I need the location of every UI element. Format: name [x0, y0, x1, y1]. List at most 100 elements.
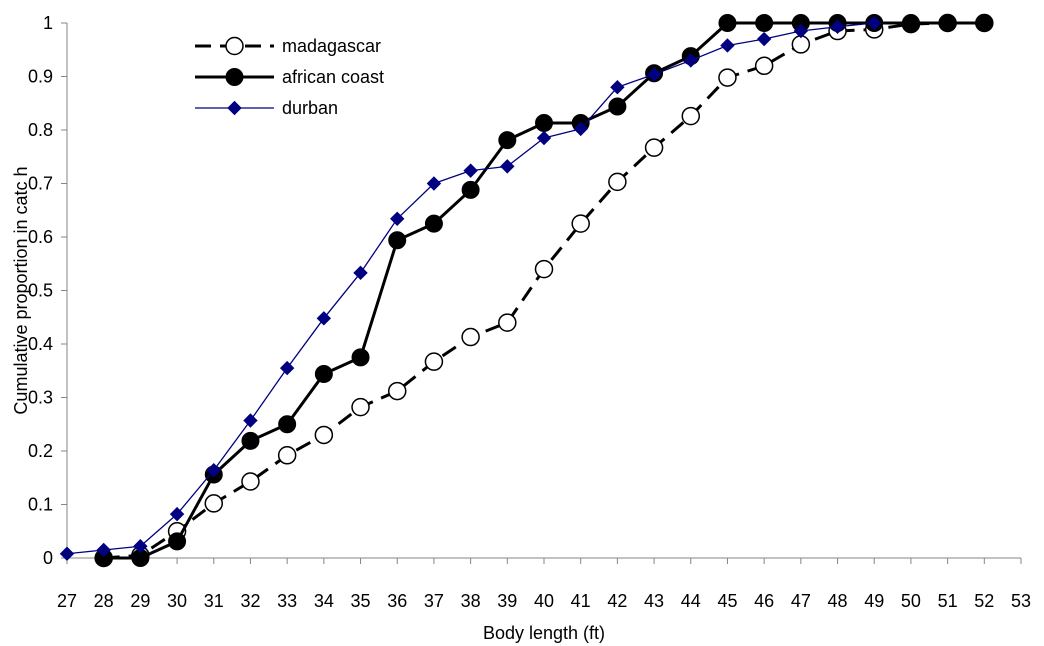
data-point	[243, 413, 258, 428]
x-tick-label: 27	[57, 591, 77, 611]
x-tick-label: 49	[864, 591, 884, 611]
data-point	[718, 68, 737, 87]
data-point	[96, 542, 111, 558]
data-point	[241, 472, 260, 491]
data-point	[204, 494, 224, 513]
data-point	[791, 35, 811, 54]
data-point	[424, 352, 444, 371]
data-point	[498, 131, 517, 150]
data-point	[388, 231, 407, 250]
data-point	[755, 14, 774, 32]
data-point	[461, 327, 480, 347]
x-tick-label: 53	[1011, 591, 1031, 611]
data-point	[718, 14, 737, 32]
y-tick-label: 0.4	[28, 334, 53, 354]
y-tick-label: 0.2	[28, 441, 53, 461]
x-tick-label: 52	[974, 591, 994, 611]
data-point	[720, 38, 735, 53]
x-axis-title: Body length (ft)	[483, 623, 605, 643]
y-tick-label: 0.9	[28, 67, 53, 87]
series-african-coast	[94, 14, 994, 567]
legend-marker	[225, 68, 244, 86]
legend-entry: madagascar	[195, 36, 381, 56]
legend-marker	[227, 100, 242, 116]
data-point	[387, 381, 407, 401]
y-tick-label: 0.8	[28, 120, 53, 140]
legend: madagascar african coast durban	[195, 36, 384, 118]
x-tick-label: 51	[938, 591, 958, 611]
x-tick-label: 39	[497, 591, 517, 611]
data-point	[426, 176, 442, 191]
data-point	[279, 360, 295, 376]
data-point	[608, 97, 627, 116]
data-point	[498, 313, 517, 332]
data-point	[756, 31, 772, 47]
data-point	[353, 265, 368, 281]
data-point	[316, 311, 332, 326]
y-tick-label: 0	[43, 548, 53, 568]
data-point	[351, 348, 370, 367]
data-point	[938, 14, 957, 32]
series-madagascar	[94, 13, 994, 568]
legend-label: durban	[282, 98, 338, 118]
data-point	[535, 114, 553, 133]
data-point	[975, 14, 994, 32]
x-tick-label: 29	[130, 591, 150, 611]
legend-entry: african coast	[195, 67, 384, 87]
axes	[61, 22, 1022, 564]
y-tick-label: 1	[43, 13, 53, 33]
y-tick-label: 0.3	[28, 388, 53, 408]
data-point	[351, 397, 370, 417]
data-point	[463, 163, 478, 178]
legend-marker	[225, 36, 244, 56]
x-tick-label: 45	[717, 591, 737, 611]
data-point	[169, 506, 185, 522]
y-tick-label: 0.7	[28, 174, 53, 194]
data-point	[59, 546, 75, 561]
data-point	[133, 539, 148, 554]
data-point	[573, 121, 588, 137]
data-point	[536, 130, 552, 146]
data-point	[168, 532, 187, 551]
x-tick-label: 50	[901, 591, 921, 611]
legend-label: madagascar	[282, 36, 381, 56]
data-point	[424, 214, 443, 233]
y-tick-label: 0.6	[28, 227, 53, 247]
data-point	[314, 364, 333, 383]
x-tick-label: 46	[754, 591, 774, 611]
legend-entry: durban	[195, 98, 338, 118]
tick-labels: 27 28 29 30 31 32 33 34 35 36 37 38 39 40 41 42 43 44 45 46…	[28, 13, 1031, 611]
series-durban	[59, 15, 882, 561]
data-point	[277, 446, 297, 465]
x-tick-label: 48	[828, 591, 848, 611]
data-point	[793, 23, 809, 39]
data-point	[461, 180, 480, 199]
data-point	[610, 79, 625, 95]
data-point	[241, 431, 260, 450]
x-tick-label: 40	[534, 591, 554, 611]
data-point	[608, 172, 627, 192]
data-point	[206, 463, 221, 478]
x-tick-label: 47	[791, 591, 811, 611]
x-tick-label: 43	[644, 591, 664, 611]
x-tick-label: 37	[424, 591, 444, 611]
x-tick-label: 34	[314, 591, 334, 611]
x-tick-label: 32	[240, 591, 260, 611]
y-axis-title: Cumulative proportion in catc h	[11, 166, 31, 414]
x-tick-label: 44	[681, 591, 701, 611]
data-point	[534, 259, 554, 279]
x-tick-label: 35	[351, 591, 371, 611]
data-point	[500, 159, 515, 174]
legend-label: african coast	[282, 67, 384, 87]
data-point	[278, 415, 297, 434]
x-tick-label: 36	[387, 591, 407, 611]
data-point	[681, 106, 701, 126]
data-point	[314, 425, 334, 445]
data-point	[683, 53, 698, 68]
x-tick-label: 28	[94, 591, 114, 611]
data-point	[867, 15, 882, 31]
x-tick-label: 30	[167, 591, 187, 611]
data-point	[390, 211, 405, 227]
x-tick-label: 42	[607, 591, 627, 611]
